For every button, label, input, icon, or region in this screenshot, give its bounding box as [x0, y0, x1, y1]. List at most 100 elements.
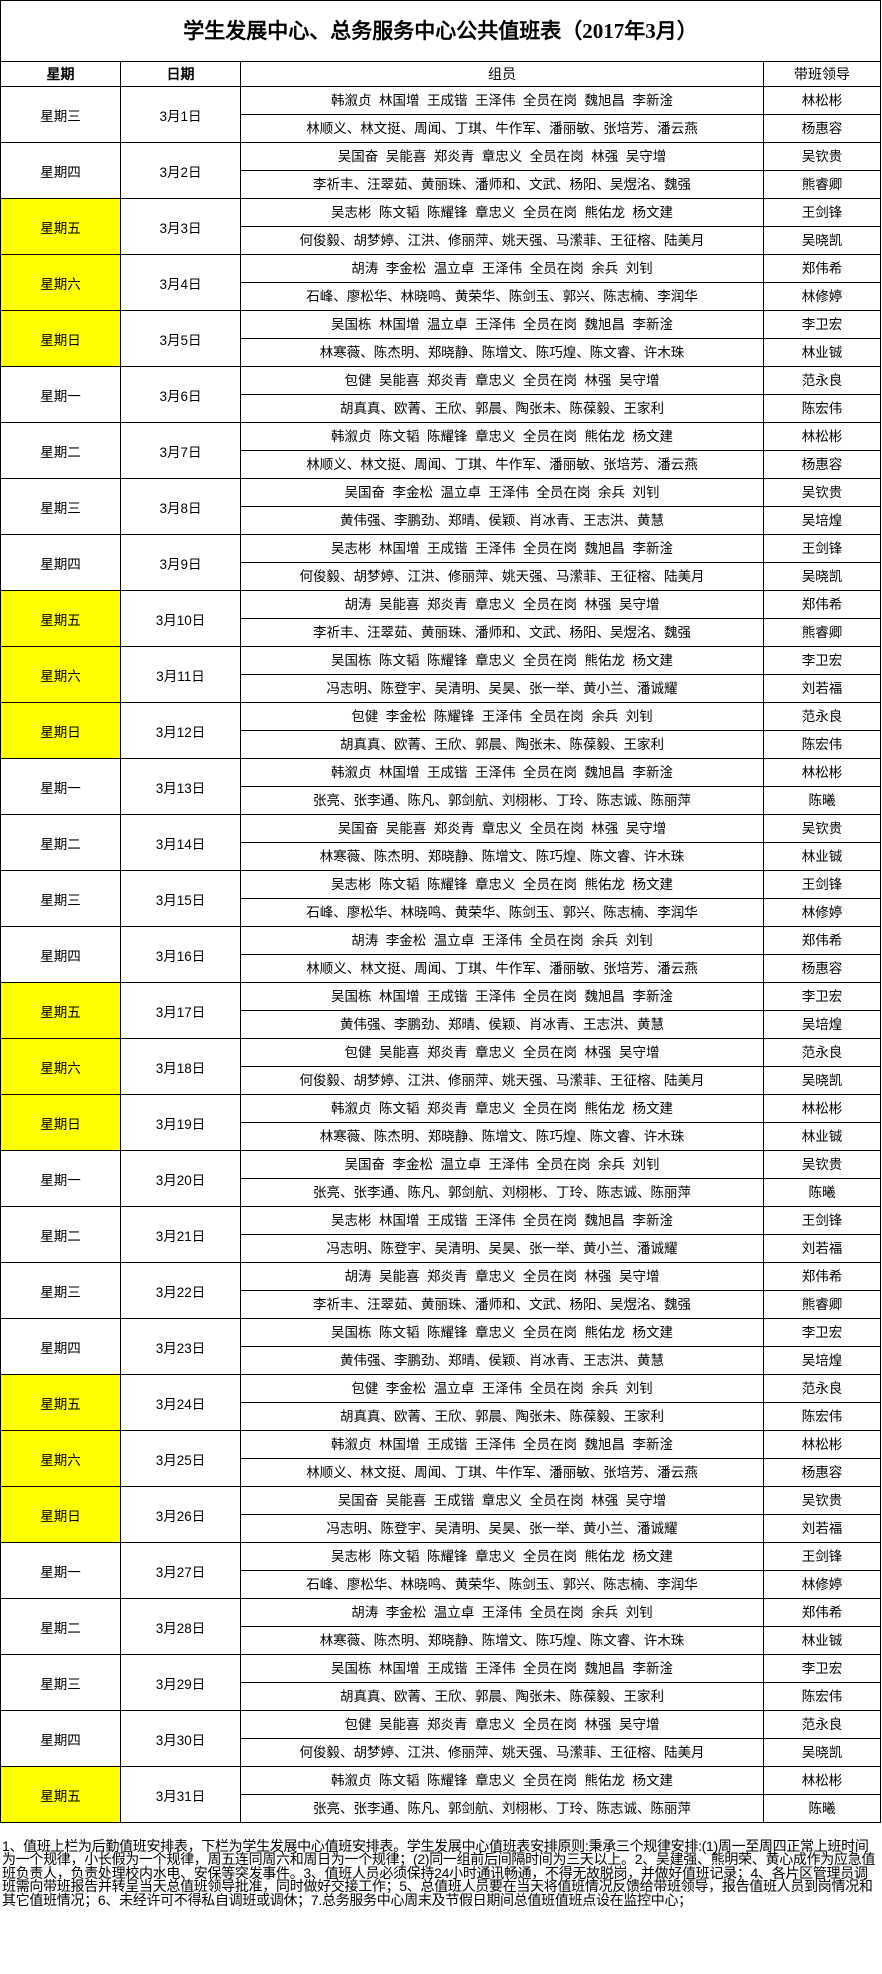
- members-cell: 韩溆贞 陈文韬 陈耀锋 章忠义 全员在岗 熊佑龙 杨文建: [241, 1767, 764, 1794]
- leader-cell: 林松彬: [801, 429, 843, 444]
- duty-groups: 吴国栋 陈文韬 陈耀锋 章忠义 全员在岗 熊佑龙 杨文建 李卫宏 冯志明、陈登宇、吴…: [241, 647, 880, 702]
- weekday-cell: 星期三: [1, 479, 121, 534]
- leader-cell: 李卫宏: [801, 653, 843, 668]
- logistics-group-row: 吴志彬 林国增 王成锴 王泽伟 全员在岗 魏旭昌 李新淦 王剑锋: [241, 535, 880, 563]
- members-cell: 吴志彬 林国增 王成锴 王泽伟 全员在岗 魏旭昌 李新淦: [241, 1207, 764, 1234]
- page-title: 学生发展中心、总务服务中心公共值班表（2017年3月）: [1, 1, 880, 62]
- members-cell: 包健 吴能喜 郑炎青 章忠义 全员在岗 林强 吴守增: [241, 1039, 764, 1066]
- leader-cell: 郑伟希: [801, 1269, 843, 1284]
- duty-groups: 吴国奋 李金松 温立卓 王泽伟 全员在岗 余兵 刘钊 吴钦贵 黄伟强、李鹏劲、郑晴、…: [241, 479, 880, 534]
- duty-groups: 包健 李金松 陈耀锋 王泽伟 全员在岗 余兵 刘钊 范永良 胡真真、欧菁、王欣、郭晨…: [241, 703, 880, 758]
- duty-groups: 吴志彬 林国增 王成锴 王泽伟 全员在岗 魏旭昌 李新淦 王剑锋 何俊毅、胡梦婷、江…: [241, 535, 880, 590]
- student-center-group-row: 何俊毅、胡梦婷、江洪、修丽萍、姚天强、马潆菲、王征榕、陆美月 吴晓凯: [241, 227, 880, 254]
- day-row: 星期四 3月16日 胡涛 李金松 温立卓 王泽伟 全员在岗 余兵 刘钊 郑伟希 林顺义、…: [1, 927, 880, 983]
- day-row: 星期五 3月3日 吴志彬 陈文韬 陈耀锋 章忠义 全员在岗 熊佑龙 杨文建 王剑锋 何俊…: [1, 199, 880, 255]
- members-cell: 韩溆贞 林国增 王成锴 王泽伟 全员在岗 魏旭昌 李新淦: [241, 1431, 764, 1458]
- members-cell: 包健 吴能喜 郑炎青 章忠义 全员在岗 林强 吴守增: [241, 1711, 764, 1738]
- weekday-cell: 星期五: [1, 199, 121, 254]
- logistics-group-row: 吴国栋 林国增 王成锴 王泽伟 全员在岗 魏旭昌 李新淦 李卫宏: [241, 1655, 880, 1683]
- duty-groups: 韩溆贞 林国增 王成锴 王泽伟 全员在岗 魏旭昌 李新淦 林松彬 林顺义、林文挺、周…: [241, 87, 880, 142]
- date-cell: 3月26日: [121, 1487, 241, 1542]
- student-center-group-row: 林寒薇、陈杰明、郑晓静、陈增文、陈巧煌、陈文睿、许木珠 林业铖: [241, 1627, 880, 1654]
- duty-groups: 韩溆贞 陈文韬 郑炎青 章忠义 全员在岗 熊佑龙 杨文建 林松彬 林寒薇、陈杰明、郑…: [241, 1095, 880, 1150]
- logistics-group-row: 吴国奋 吴能喜 郑炎青 章忠义 全员在岗 林强 吴守增 吴钦贵: [241, 815, 880, 843]
- student-center-group-row: 张亮、张李通、陈凡、郭剑航、刘栩彬、丁玲、陈志诚、陈丽萍 陈曦: [241, 1795, 880, 1822]
- date-cell: 3月10日: [121, 591, 241, 646]
- leader-cell: 杨惠容: [801, 457, 843, 472]
- weekday-cell: 星期一: [1, 1151, 121, 1206]
- members-cell: 张亮、张李通、陈凡、郭剑航、刘栩彬、丁玲、陈志诚、陈丽萍: [241, 1795, 764, 1822]
- date-cell: 3月23日: [121, 1319, 241, 1374]
- day-row: 星期二 3月7日 韩溆贞 陈文韬 陈耀锋 章忠义 全员在岗 熊佑龙 杨文建 林松彬 林顺…: [1, 423, 880, 479]
- members-cell: 韩溆贞 陈文韬 陈耀锋 章忠义 全员在岗 熊佑龙 杨文建: [241, 423, 764, 450]
- duty-groups: 胡涛 李金松 温立卓 王泽伟 全员在岗 余兵 刘钊 郑伟希 林寒薇、陈杰明、郑晓静、…: [241, 1599, 880, 1654]
- members-cell: 林顺义、林文挺、周闻、丁琪、牛作军、潘丽敏、张培芳、潘云燕: [241, 451, 764, 478]
- logistics-group-row: 包健 吴能喜 郑炎青 章忠义 全员在岗 林强 吴守增 范永良: [241, 1039, 880, 1067]
- logistics-group-row: 韩溆贞 林国增 王成锴 王泽伟 全员在岗 魏旭昌 李新淦 林松彬: [241, 87, 880, 115]
- day-row: 星期四 3月2日 吴国奋 吴能喜 郑炎青 章忠义 全员在岗 林强 吴守增 吴钦贵 李祈丰…: [1, 143, 880, 199]
- day-row: 星期四 3月9日 吴志彬 林国增 王成锴 王泽伟 全员在岗 魏旭昌 李新淦 王剑锋 何俊…: [1, 535, 880, 591]
- student-center-group-row: 冯志明、陈登宇、吴清明、吴昊、张一举、黄小兰、潘诚耀 刘若福: [241, 675, 880, 702]
- duty-groups: 韩溆贞 林国增 王成锴 王泽伟 全员在岗 魏旭昌 李新淦 林松彬张亮、张李通、陈凡…: [241, 759, 880, 814]
- members-cell: 韩溆贞 林国增 王成锴 王泽伟 全员在岗 魏旭昌 李新淦: [241, 759, 764, 786]
- logistics-group-row: 吴国奋 吴能喜 王成锴 章忠义 全员在岗 林强 吴守增 吴钦贵: [241, 1487, 880, 1515]
- members-cell: 胡涛 李金松 温立卓 王泽伟 全员在岗 余兵 刘钊: [241, 927, 764, 954]
- student-center-group-row: 黄伟强、李鹏劲、郑晴、侯颖、肖冰青、王志洪、黄慧 吴培煌: [241, 1011, 880, 1038]
- leader-cell: 李卫宏: [801, 1661, 843, 1676]
- date-cell: 3月11日: [121, 647, 241, 702]
- header-date: 日期: [121, 62, 241, 86]
- student-center-group-row: 何俊毅、胡梦婷、江洪、修丽萍、姚天强、马潆菲、王征榕、陆美月 吴晓凯: [241, 1067, 880, 1094]
- date-cell: 3月22日: [121, 1263, 241, 1318]
- logistics-group-row: 吴志彬 林国增 王成锴 王泽伟 全员在岗 魏旭昌 李新淦 王剑锋: [241, 1207, 880, 1235]
- duty-groups: 吴国栋 林国增 王成锴 王泽伟 全员在岗 魏旭昌 李新淦 李卫宏 胡真真、欧菁、王欣…: [241, 1655, 880, 1710]
- weekday-cell: 星期六: [1, 255, 121, 310]
- members-cell: 李祈丰、汪翠茹、黄丽珠、潘师和、文武、杨阳、吴煜洺、魏强: [241, 1291, 764, 1318]
- members-cell: 吴国奋 吴能喜 郑炎青 章忠义 全员在岗 林强 吴守增: [241, 815, 764, 842]
- members-cell: 林寒薇、陈杰明、郑晓静、陈增文、陈巧煌、陈文睿、许木珠: [241, 1123, 764, 1150]
- leader-cell: 陈宏伟: [801, 401, 843, 416]
- student-center-group-row: 何俊毅、胡梦婷、江洪、修丽萍、姚天强、马潆菲、王征榕、陆美月 吴晓凯: [241, 1739, 880, 1766]
- leader-cell: 熊睿卿: [801, 177, 843, 192]
- date-cell: 3月2日: [121, 143, 241, 198]
- weekday-cell: 星期二: [1, 423, 121, 478]
- weekday-cell: 星期日: [1, 703, 121, 758]
- members-cell: 胡涛 吴能喜 郑炎青 章忠义 全员在岗 林强 吴守增: [241, 591, 764, 618]
- day-row: 星期三 3月8日 吴国奋 李金松 温立卓 王泽伟 全员在岗 余兵 刘钊 吴钦贵 黄伟强、…: [1, 479, 880, 535]
- leader-cell: 杨惠容: [801, 961, 843, 976]
- members-cell: 张亮、张李通、陈凡、郭剑航、刘栩彬、丁玲、陈志诚、陈丽萍: [241, 787, 764, 814]
- date-cell: 3月31日: [121, 1767, 241, 1822]
- weekday-cell: 星期二: [1, 815, 121, 870]
- leader-cell: 吴培煌: [801, 1353, 843, 1368]
- student-center-group-row: 冯志明、陈登宇、吴清明、吴昊、张一举、黄小兰、潘诚耀 刘若福: [241, 1515, 880, 1542]
- duty-groups: 吴国奋 吴能喜 王成锴 章忠义 全员在岗 林强 吴守增 吴钦贵 冯志明、陈登宇、吴清…: [241, 1487, 880, 1542]
- date-cell: 3月1日: [121, 87, 241, 142]
- day-row: 星期三 3月15日 吴志彬 陈文韬 陈耀锋 章忠义 全员在岗 熊佑龙 杨文建 王剑锋石…: [1, 871, 880, 927]
- leader-cell: 范永良: [801, 373, 843, 388]
- leader-cell: 吴钦贵: [801, 149, 843, 164]
- leader-cell: 林松彬: [801, 765, 843, 780]
- leader-cell: 吴晓凯: [801, 1073, 843, 1088]
- weekday-cell: 星期五: [1, 591, 121, 646]
- members-cell: 吴国栋 林国增 温立卓 王泽伟 全员在岗 魏旭昌 李新淦: [241, 311, 764, 338]
- weekday-cell: 星期二: [1, 1599, 121, 1654]
- members-cell: 林寒薇、陈杰明、郑晓静、陈增文、陈巧煌、陈文睿、许木珠: [241, 1627, 764, 1654]
- logistics-group-row: 吴国奋 吴能喜 郑炎青 章忠义 全员在岗 林强 吴守增 吴钦贵: [241, 143, 880, 171]
- day-row: 星期日 3月12日 包健 李金松 陈耀锋 王泽伟 全员在岗 余兵 刘钊 范永良 胡真真、…: [1, 703, 880, 759]
- leader-cell: 吴钦贵: [801, 1493, 843, 1508]
- student-center-group-row: 李祈丰、汪翠茹、黄丽珠、潘师和、文武、杨阳、吴煜洺、魏强 熊睿卿: [241, 619, 880, 646]
- day-row: 星期五 3月10日 胡涛 吴能喜 郑炎青 章忠义 全员在岗 林强 吴守增 郑伟希 李祈丰…: [1, 591, 880, 647]
- date-cell: 3月21日: [121, 1207, 241, 1262]
- student-center-group-row: 林寒薇、陈杰明、郑晓静、陈增文、陈巧煌、陈文睿、许木珠 林业铖: [241, 1123, 880, 1150]
- members-cell: 林顺义、林文挺、周闻、丁琪、牛作军、潘丽敏、张培芳、潘云燕: [241, 1459, 764, 1486]
- student-center-group-row: 黄伟强、李鹏劲、郑晴、侯颖、肖冰青、王志洪、黄慧 吴培煌: [241, 507, 880, 534]
- logistics-group-row: 胡涛 李金松 温立卓 王泽伟 全员在岗 余兵 刘钊 郑伟希: [241, 1599, 880, 1627]
- members-cell: 胡涛 李金松 温立卓 王泽伟 全员在岗 余兵 刘钊: [241, 255, 764, 282]
- members-cell: 吴志彬 陈文韬 陈耀锋 章忠义 全员在岗 熊佑龙 杨文建: [241, 871, 764, 898]
- date-cell: 3月4日: [121, 255, 241, 310]
- weekday-cell: 星期三: [1, 1655, 121, 1710]
- members-cell: 胡涛 吴能喜 郑炎青 章忠义 全员在岗 林强 吴守增: [241, 1263, 764, 1290]
- members-cell: 石峰、廖松华、林晓鸣、黄荣华、陈剑玉、郭兴、陈志楠、李润华: [241, 1571, 764, 1598]
- leader-cell: 林松彬: [801, 1773, 843, 1788]
- leader-cell: 范永良: [801, 709, 843, 724]
- student-center-group-row: 石峰、廖松华、林晓鸣、黄荣华、陈剑玉、郭兴、陈志楠、李润华 林修婷: [241, 283, 880, 310]
